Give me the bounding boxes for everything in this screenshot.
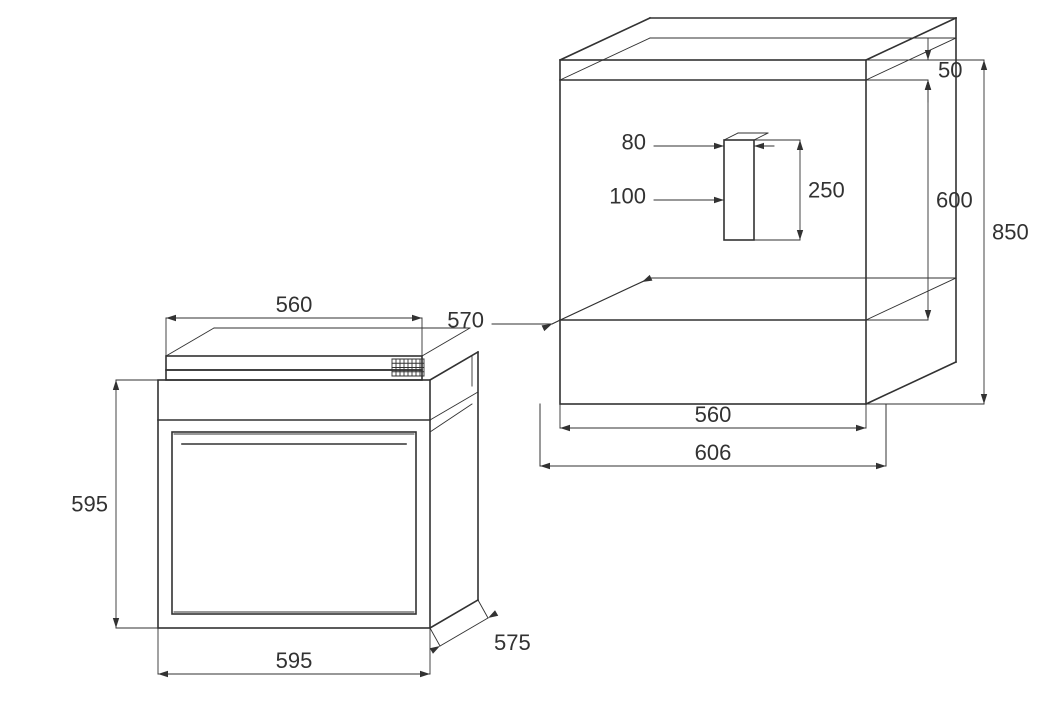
dim-595-oven-width: 595 [276,648,313,673]
dim-850-cabinet: 850 [992,220,1029,245]
cabinet-diagram [560,18,956,404]
dim-595-oven-height: 595 [71,492,108,517]
oven-diagram [158,328,478,628]
dim-575-oven-depth: 575 [494,630,531,655]
dim-250-cutout: 250 [808,178,845,203]
dim-606-cabinet: 606 [695,440,732,465]
dim-50-cabinet: 50 [938,58,962,83]
dim-560-oven-top: 560 [276,292,313,317]
dim-600-cabinet: 600 [936,188,973,213]
dim-560-cabinet: 560 [695,402,732,427]
dim-100-cutout: 100 [609,183,646,208]
dim-80-cutout: 80 [622,129,646,154]
dim-570-cabinet: 570 [447,307,484,332]
